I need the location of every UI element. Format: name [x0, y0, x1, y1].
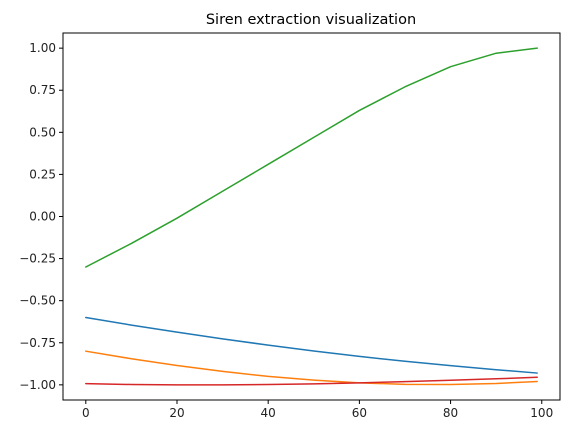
y-axis: −1.00 −0.75 −0.50 −0.25 0.00 0.25 0.50 0.75 1.00 [19, 41, 63, 392]
chart-title: Siren extraction visualization [206, 12, 416, 28]
series-line-4 [85, 376, 538, 386]
y-tick-label: 0.25 [29, 167, 56, 181]
plot-layer [85, 47, 538, 386]
y-tick-label: 1.00 [29, 41, 56, 55]
y-tick-label: 0.75 [29, 83, 56, 97]
series-line-1 [85, 316, 538, 374]
x-tick-label: 80 [443, 406, 458, 420]
x-tick-label: 60 [352, 406, 367, 420]
y-tick-label: −0.75 [19, 336, 56, 350]
y-tick-label: −1.00 [19, 378, 56, 392]
x-tick-label: 40 [261, 406, 276, 420]
series-line-2 [85, 350, 538, 386]
y-tick-label: −0.25 [19, 252, 56, 266]
x-tick-label: 20 [169, 406, 184, 420]
x-tick-label: 100 [530, 406, 553, 420]
plot-frame [62, 32, 561, 401]
y-tick-label: −0.50 [19, 294, 56, 308]
y-tick-label: 0.50 [29, 125, 56, 139]
y-tick-label: 0.00 [29, 210, 56, 224]
series-line-3 [85, 47, 538, 268]
x-tick-label: 0 [82, 406, 90, 420]
x-axis: 0 20 40 60 80 100 [82, 400, 553, 420]
